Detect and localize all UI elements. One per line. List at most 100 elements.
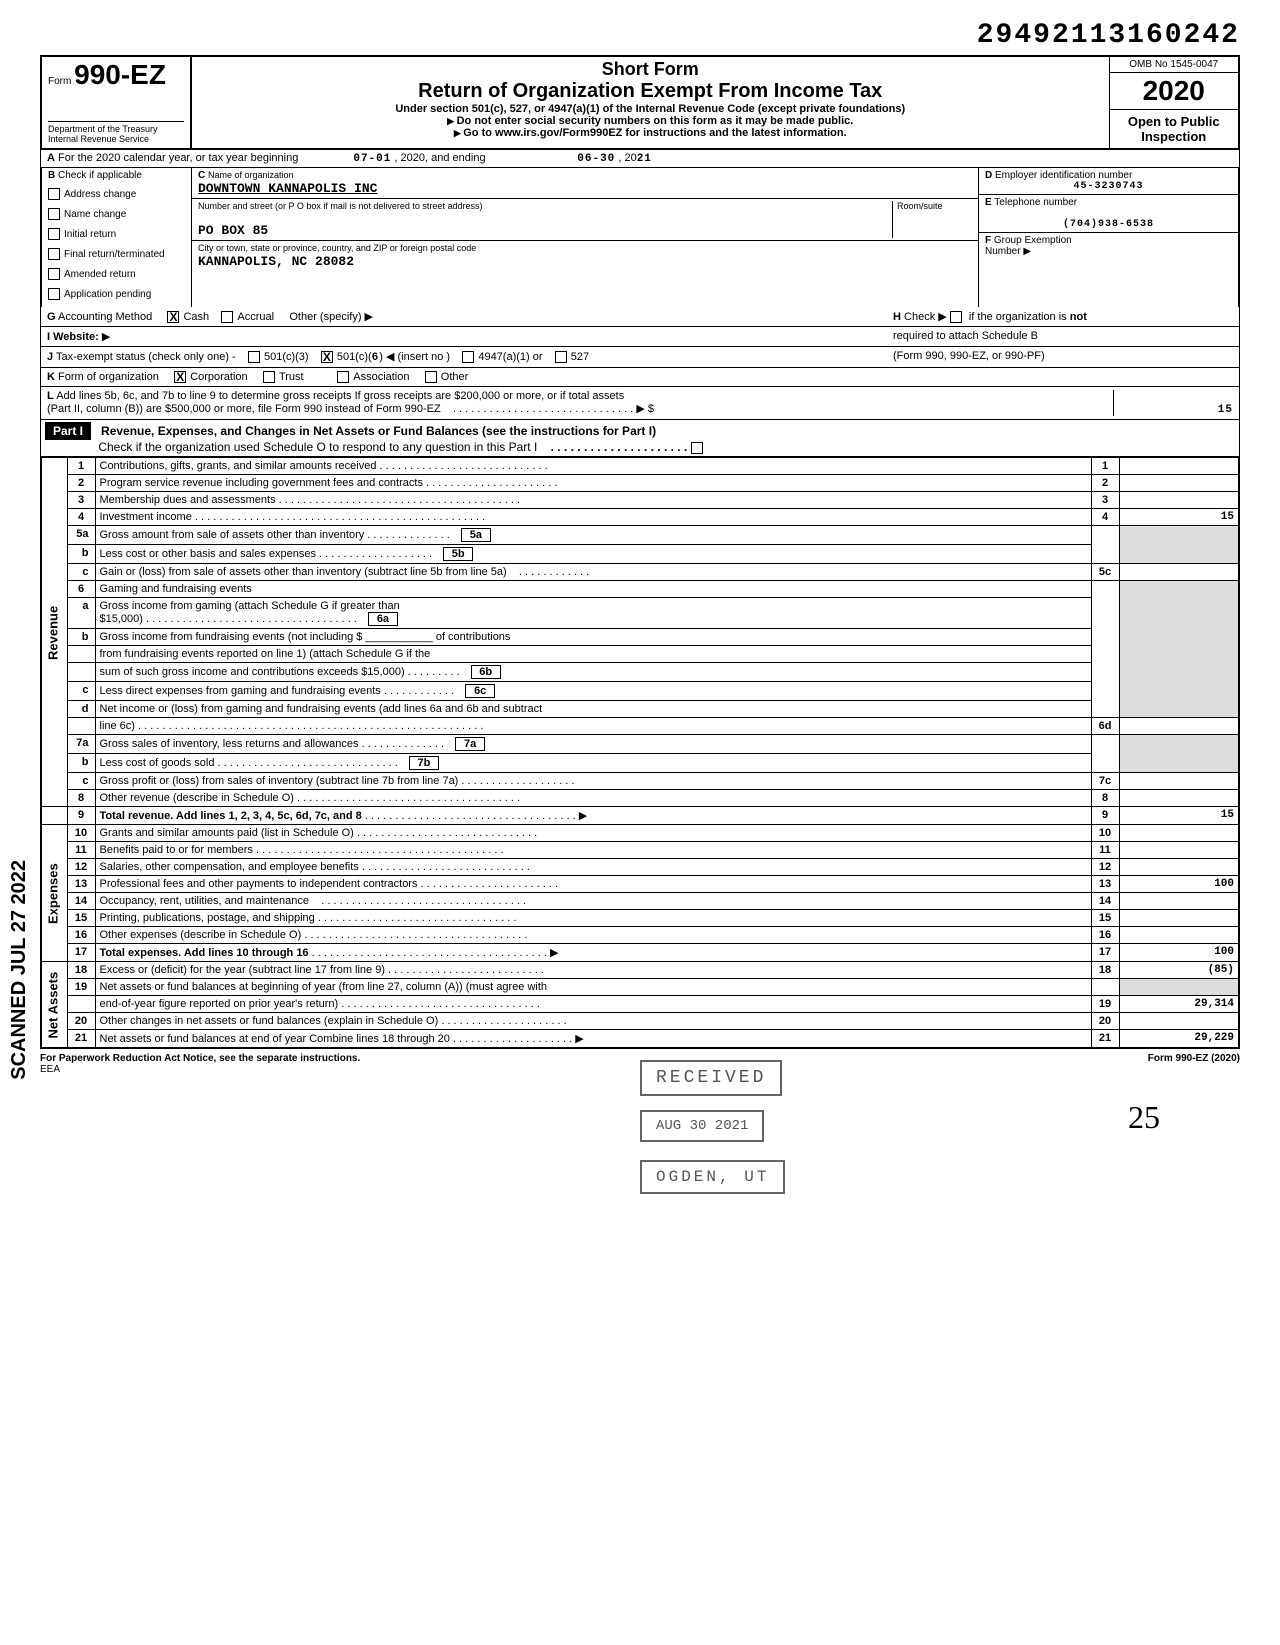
line14-val [1119, 893, 1239, 910]
tel-label: Telephone number [994, 197, 1077, 208]
h-not: not [1070, 311, 1087, 323]
e-label: E [985, 197, 992, 208]
line7a-in: 7a [455, 737, 485, 751]
title-under: Under section 501(c), 527, or 4947(a)(1)… [198, 103, 1103, 115]
cbx-final-return[interactable] [48, 248, 60, 260]
h-label: H [893, 311, 901, 323]
line19-desc2: end-of-year figure reported on prior yea… [100, 998, 339, 1010]
line5a-in: 5a [461, 528, 491, 542]
ty-mid: , 2020, and ending [394, 152, 485, 164]
line13-val: 100 [1119, 876, 1239, 893]
line19-num: 19 [1091, 996, 1119, 1013]
cbx-other-org[interactable] [425, 371, 437, 383]
line2-desc: Program service revenue including govern… [100, 477, 423, 489]
line6c-desc: Less direct expenses from gaming and fun… [100, 685, 381, 697]
cbx-4947[interactable] [462, 351, 474, 363]
omb-number: OMB No 1545-0047 [1110, 57, 1239, 73]
line18-val: (85) [1119, 962, 1239, 979]
line10-desc: Grants and similar amounts paid (list in… [100, 827, 354, 839]
cbx-cash[interactable] [167, 311, 179, 323]
line6a-desc: Gross income from gaming (attach Schedul… [100, 600, 400, 612]
cbx-address-change[interactable] [48, 188, 60, 200]
line11-val [1119, 842, 1239, 859]
lbl-app-pending: Application pending [64, 289, 151, 300]
city-label: City or town, state or province, country… [198, 243, 476, 253]
h-text4: required to attach Schedule B [893, 330, 1038, 342]
inspection: Inspection [1114, 129, 1235, 144]
group-number-label: Number [985, 246, 1021, 257]
l-amount: 15 [1113, 390, 1233, 416]
part1-label: Part I [45, 422, 91, 440]
received-loc-stamp: OGDEN, UT [640, 1160, 785, 1194]
part1-sub: Check if the organization used Schedule … [98, 440, 537, 454]
line18-num: 18 [1091, 962, 1119, 979]
row-i: I Website: ▶ required to attach Schedule… [40, 327, 1240, 347]
org-addr: PO BOX 85 [198, 223, 268, 238]
lbl-cash: Cash [183, 311, 209, 323]
cbx-527[interactable] [555, 351, 567, 363]
line12-num: 12 [1091, 859, 1119, 876]
cbx-501c[interactable] [321, 351, 333, 363]
line7a-desc: Gross sales of inventory, less returns a… [100, 738, 359, 750]
line6b-in: 6b [471, 665, 501, 679]
received-stamp: RECEIVED [640, 1060, 782, 1096]
lbl-trust: Trust [279, 371, 304, 383]
cbx-initial-return[interactable] [48, 228, 60, 240]
lbl-501c-insert: ) ◀ (insert no ) [379, 351, 450, 363]
l-text2: (Part II, column (B)) are $500,000 or mo… [47, 403, 441, 415]
lbl-other-method: Other (specify) [289, 311, 361, 323]
line6d-val [1119, 718, 1239, 735]
row-l: L Add lines 5b, 6c, and 7b to line 9 to … [40, 387, 1240, 420]
d-label: D [985, 170, 992, 181]
line12-val [1119, 859, 1239, 876]
line14-num: 14 [1091, 893, 1119, 910]
line4-num: 4 [1091, 509, 1119, 526]
row-a-text: For the 2020 calendar year, or tax year … [58, 152, 298, 164]
cbx-schedule-o[interactable] [691, 442, 703, 454]
cbx-schedule-b[interactable] [950, 311, 962, 323]
row-a: A For the 2020 calendar year, or tax yea… [40, 150, 1240, 168]
title-ssn: Do not enter social security numbers on … [198, 115, 1103, 127]
line20-val [1119, 1013, 1239, 1030]
ein-value: 45-3230743 [985, 181, 1232, 192]
cbx-501c3[interactable] [248, 351, 260, 363]
l-text1: Add lines 5b, 6c, and 7b to line 9 to de… [56, 390, 624, 402]
line3-val [1119, 492, 1239, 509]
org-name: DOWNTOWN KANNAPOLIS INC [198, 181, 377, 196]
h-text5: (Form 990, 990-EZ, or 990-PF) [893, 350, 1045, 362]
k-text: Form of organization [58, 371, 159, 383]
lbl-assoc: Association [353, 371, 409, 383]
line15-num: 15 [1091, 910, 1119, 927]
line9-num: 9 [1091, 807, 1119, 825]
ty-end: 06-30 [577, 153, 615, 165]
room-label: Room/suite [897, 201, 943, 211]
cbx-accrual[interactable] [221, 311, 233, 323]
info-grid: B Check if applicable Address change Nam… [40, 168, 1240, 307]
org-city: KANNAPOLIS, NC 28082 [198, 254, 354, 269]
form-number: 990-EZ [74, 59, 166, 90]
line5a-desc: Gross amount from sale of assets other t… [100, 529, 365, 541]
form-label: Form [48, 76, 71, 87]
line8-desc: Other revenue (describe in Schedule O) [100, 792, 294, 804]
line6d-desc: Net income or (loss) from gaming and fun… [95, 701, 1091, 718]
line5c-desc: Gain or (loss) from sale of assets other… [100, 566, 507, 578]
line2-num: 2 [1091, 475, 1119, 492]
cbx-trust[interactable] [263, 371, 275, 383]
lbl-4947: 4947(a)(1) or [478, 351, 542, 363]
open-public: Open to Public [1114, 114, 1235, 129]
lbl-accrual: Accrual [237, 311, 274, 323]
cbx-assoc[interactable] [337, 371, 349, 383]
cbx-app-pending[interactable] [48, 288, 60, 300]
cbx-amended[interactable] [48, 268, 60, 280]
cbx-corp[interactable] [174, 371, 186, 383]
ty-endyr: , 2021 [618, 152, 652, 164]
main-table: Revenue 1Contributions, gifts, grants, a… [40, 457, 1240, 1049]
line4-val: 15 [1119, 509, 1239, 526]
line5b-in: 5b [443, 547, 473, 561]
cbx-name-change[interactable] [48, 208, 60, 220]
lbl-corp: Corporation [190, 371, 247, 383]
row-a-label: A [47, 152, 55, 164]
line6a-in: 6a [368, 612, 398, 626]
line9-desc: Total revenue. Add lines 1, 2, 3, 4, 5c,… [100, 810, 362, 822]
line9-val: 15 [1119, 807, 1239, 825]
